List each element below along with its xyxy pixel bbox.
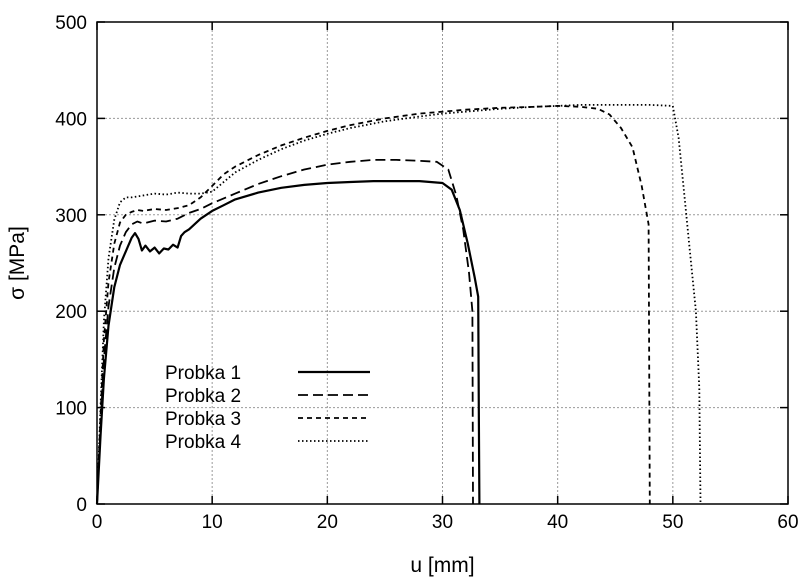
legend-label-2: Probka 2: [165, 386, 241, 407]
x-tick-label: 20: [317, 512, 338, 533]
legend-label-1: Probka 1: [165, 363, 241, 384]
plot-series: [95, 104, 702, 505]
x-tick-label: 50: [662, 512, 683, 533]
y-tick-label: 200: [55, 302, 87, 323]
y-tick-label: 0: [76, 495, 87, 516]
y-axis-label: σ [MPa]: [6, 226, 29, 300]
x-tick-label: 30: [432, 512, 453, 533]
x-tick-label: 10: [202, 512, 223, 533]
y-tick-label: 500: [55, 13, 87, 34]
series-line-1: [95, 180, 481, 505]
x-tick-label: 60: [777, 512, 798, 533]
grid: [97, 22, 788, 504]
y-tick-label: 300: [55, 206, 87, 227]
x-axis-label: u [mm]: [410, 554, 474, 577]
series-line-2: [96, 158, 474, 505]
series-line-4: [96, 104, 702, 505]
y-tick-label: 400: [55, 109, 87, 130]
legend-label-3: Probka 3: [165, 409, 241, 430]
x-tick-label: 40: [547, 512, 568, 533]
legend-label-4: Probka 4: [165, 432, 241, 453]
axis-ticks: [96, 21, 789, 505]
series-line-3: [96, 105, 651, 505]
x-tick-label: 0: [92, 512, 103, 533]
tick-labels: 0 10 20 30 40 50 60 0 100 200 300 400 500: [55, 13, 798, 533]
y-tick-label: 100: [55, 399, 87, 420]
